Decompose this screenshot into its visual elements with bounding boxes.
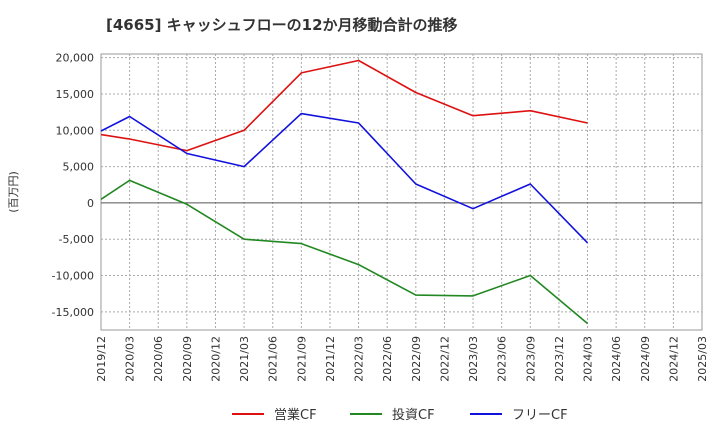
y-tick-label: 0 [87,197,94,210]
x-tick-label: 2022/09 [410,336,423,382]
x-tick-label: 2020/03 [124,336,137,382]
x-tick-label: 2024/03 [582,336,595,382]
x-tick-label: 2022/03 [353,336,366,382]
x-tick-label: 2023/09 [524,336,537,382]
grid-layer [101,54,702,330]
y-tick-label: -15,000 [52,306,94,319]
y-tick-labels: 20,000 15,000 10,000 5,000 0 -5,000 -10,000 -15… [52,52,94,319]
x-tick-label: 2021/03 [238,336,251,382]
x-tick-label: 2021/09 [295,336,308,382]
legend-label-2: フリーCF [512,408,568,423]
plot-background [100,53,703,331]
x-tick-label: 2025/03 [696,336,709,382]
x-tick-label: 2023/03 [467,336,480,382]
series-line-2 [100,112,589,244]
x-tick-label: 2019/12 [95,336,108,382]
legend: 営業CF 投資CF フリーCF [232,407,568,423]
y-tick-label: -5,000 [59,233,94,246]
legend-label-1: 投資CF [392,407,435,423]
x-tick-label: 2022/06 [381,336,394,382]
y-tick-label: 20,000 [56,52,95,65]
y-tick-label: 15,000 [56,88,95,101]
legend-label-0: 営業CF [274,407,317,423]
x-tick-label: 2023/12 [553,336,566,382]
y-tick-label: 5,000 [63,161,95,174]
x-tick-label: 2024/06 [610,336,623,382]
series-line-0 [100,59,588,152]
x-tick-label: 2024/09 [639,336,652,382]
x-tick-labels: 2019/12 2020/03 2020/06 2020/09 2020/12 2021/… [95,336,709,382]
y-tick-label: 10,000 [56,124,95,137]
series-line-1 [100,179,589,325]
series-layer [100,59,589,325]
x-tick-label: 2022/12 [438,336,451,382]
x-tick-label: 2024/12 [667,336,680,382]
chart-title: [4665] キャッシュフローの12か月移動合計の推移 [106,16,458,34]
x-tick-label: 2020/09 [181,336,194,382]
x-tick-label: 2021/12 [324,336,337,382]
x-tick-label: 2023/06 [496,336,509,382]
x-tick-label: 2021/06 [267,336,280,382]
x-tick-label: 2020/12 [209,336,222,382]
y-axis-label: (百万円) [7,171,20,213]
x-tick-label: 2020/06 [152,336,165,382]
y-tick-label: -10,000 [52,270,94,283]
